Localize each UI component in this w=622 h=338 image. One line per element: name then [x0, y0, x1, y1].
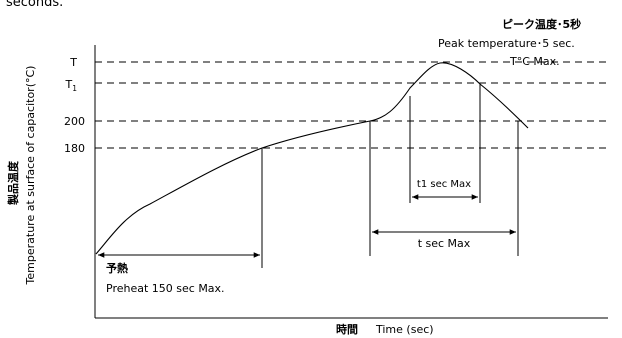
x-axis-label-en: Time (sec): [375, 323, 434, 336]
y-axis-label-jp: 製品温度: [6, 160, 20, 206]
peak-max-label: T°C Max.: [509, 55, 560, 68]
level-T1-main: T: [64, 78, 72, 91]
preheat-label-jp: 予熱: [106, 261, 128, 275]
header-fragment: seconds.: [6, 0, 63, 10]
t-duration-label: t sec Max: [418, 237, 471, 250]
level-T-label: T: [69, 56, 77, 69]
t1-duration-label: t1 sec Max: [417, 179, 471, 190]
preheat-label-en: Preheat 150 sec Max.: [106, 282, 225, 295]
level-T1-label: T1: [64, 78, 77, 93]
x-axis-label-jp: 時間: [336, 322, 358, 336]
peak-label-jp: ピーク温度･5秒: [502, 17, 581, 31]
temperature-profile-curve: [95, 62, 529, 255]
level-200-label: 200: [64, 115, 85, 128]
peak-label-en: Peak temperature･5 sec.: [438, 37, 575, 50]
level-T1-subscript: 1: [72, 84, 77, 93]
level-180-label: 180: [64, 142, 85, 155]
y-axis-label-en: Temperature at surface of capacitor(°C): [24, 66, 37, 286]
